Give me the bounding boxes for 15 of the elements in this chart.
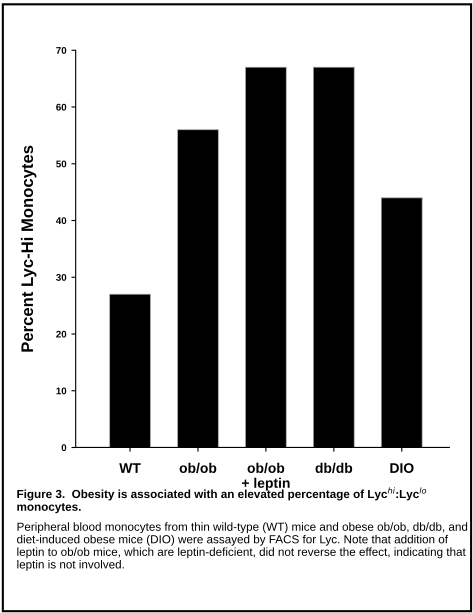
text: Peripheral blood monocytes from thin wild-type (WT) mice and obese ob/ob, db/db, and diet-induced obese mice (DIO) were assayed by FACS for Lyc. Note that addition of leptin to ob/ob mice, which are leptin-deficient, did not reverse the effect, indicating that leptin is not involved.: [17, 522, 468, 571]
y-tick-label: 20: [56, 330, 66, 338]
x-tick-label: ob/ob + leptin: [242, 462, 290, 491]
y-tick-label: 70: [56, 47, 66, 54]
x-tick-label: WT: [119, 463, 141, 473]
y-tick-label: 40: [56, 217, 66, 224]
y-axis-title: Percent Lyc-Hi Monocytes: [20, 146, 36, 352]
y-tick-label: 60: [56, 104, 66, 111]
x-tick-label: DIO: [390, 463, 414, 473]
y-tick-label: 10: [56, 387, 66, 394]
y-tick-label: 50: [56, 160, 66, 168]
x-tick-label: db/db: [316, 462, 352, 474]
x-tick-label: ob/ob: [180, 462, 216, 474]
y-tick-label: 0: [62, 444, 66, 452]
y-tick-label: 30: [56, 274, 66, 281]
